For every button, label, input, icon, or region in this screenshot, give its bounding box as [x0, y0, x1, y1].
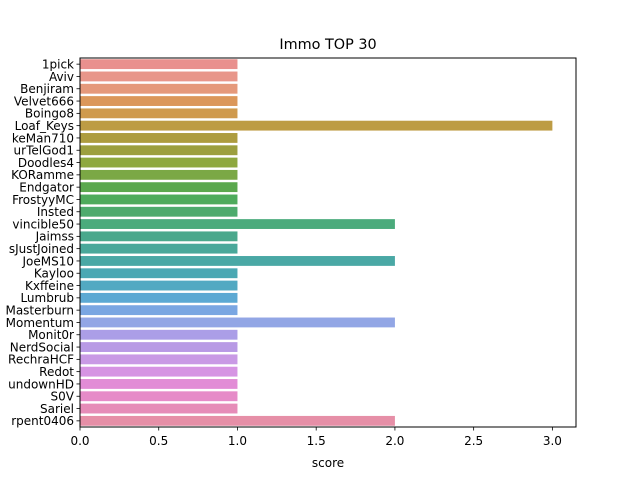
bar [80, 194, 238, 205]
y-tick-label: urTelGod1 [14, 144, 74, 158]
y-tick-label: Loaf_Keys [15, 119, 74, 133]
bar [80, 415, 395, 426]
y-tick-label: NerdSocial [10, 340, 74, 354]
y-tick-label: Aviv [49, 70, 74, 84]
bar [80, 169, 238, 180]
bar [80, 231, 238, 242]
y-tick-label: vincible50 [12, 217, 74, 231]
y-tick-label: Lumbrub [20, 291, 74, 305]
x-tick-label: 0.5 [149, 434, 168, 448]
bar [80, 305, 238, 316]
y-tick-label: JoeMS10 [21, 254, 74, 268]
x-tick-label: 0.0 [70, 434, 89, 448]
bar [80, 317, 395, 328]
y-tick-label: Monit0r [28, 328, 74, 342]
y-tick-label: Benjiram [20, 82, 74, 96]
y-axis-ticks: 1pickAvivBenjiramVelvet666Boingo8Loaf_Ke… [5, 57, 80, 428]
y-tick-label: sJustJoined [9, 242, 74, 256]
bar [80, 108, 238, 119]
bar [80, 329, 238, 340]
y-tick-label: S0V [51, 390, 75, 404]
y-tick-label: Insted [37, 205, 74, 219]
bar [80, 133, 238, 143]
y-tick-label: 1pick [42, 57, 74, 71]
y-tick-label: Boingo8 [25, 107, 74, 121]
bar [80, 206, 238, 217]
bar [80, 379, 238, 389]
bar [80, 157, 238, 168]
bar [80, 280, 238, 291]
bar [80, 219, 395, 229]
y-tick-label: keMan710 [12, 131, 74, 145]
y-tick-label: Redot [39, 365, 74, 379]
y-tick-label: Velvet666 [14, 94, 74, 108]
bar [80, 268, 238, 279]
bar [80, 182, 238, 193]
x-axis-ticks: 0.0 0.5 1.0 1.5 2.0 2.5 3.0 [70, 427, 562, 448]
bar [80, 342, 238, 352]
bar [80, 403, 238, 414]
y-tick-label: undownHD [8, 377, 74, 391]
bar [80, 366, 238, 377]
plot-frame [79, 57, 577, 428]
bars-group [80, 59, 553, 426]
bar [80, 292, 238, 303]
y-tick-label: Momentum [6, 316, 74, 330]
x-tick-label: 1.5 [307, 434, 326, 448]
x-tick-label: 2.0 [385, 434, 404, 448]
y-tick-label: Kxffeine [25, 279, 74, 293]
y-tick-label: KORamme [11, 168, 74, 182]
y-tick-label: Masterburn [5, 303, 74, 317]
chart-title: Immo TOP 30 [279, 37, 376, 53]
x-tick-label: 2.5 [464, 434, 483, 448]
bar [80, 391, 238, 402]
bar [80, 256, 395, 266]
bar [80, 83, 238, 94]
y-tick-label: rpent0406 [11, 414, 74, 428]
y-tick-label: Endgator [19, 180, 74, 194]
y-tick-label: Jaimss [35, 230, 74, 244]
bar [80, 96, 238, 106]
y-tick-label: FrostyyMC [12, 193, 74, 207]
y-tick-label: Kayloo [34, 267, 74, 281]
y-tick-label: Doodles4 [18, 156, 74, 170]
x-axis-label: score [312, 456, 344, 470]
bar [80, 71, 238, 82]
bar [80, 243, 238, 254]
bar [80, 354, 238, 365]
bar [80, 59, 238, 70]
bar [80, 120, 553, 131]
bar [80, 145, 238, 156]
y-tick-label: Sariel [40, 402, 74, 416]
x-tick-label: 1.0 [228, 434, 247, 448]
x-tick-label: 3.0 [543, 434, 562, 448]
y-tick-label: RechraHCF [8, 353, 74, 367]
